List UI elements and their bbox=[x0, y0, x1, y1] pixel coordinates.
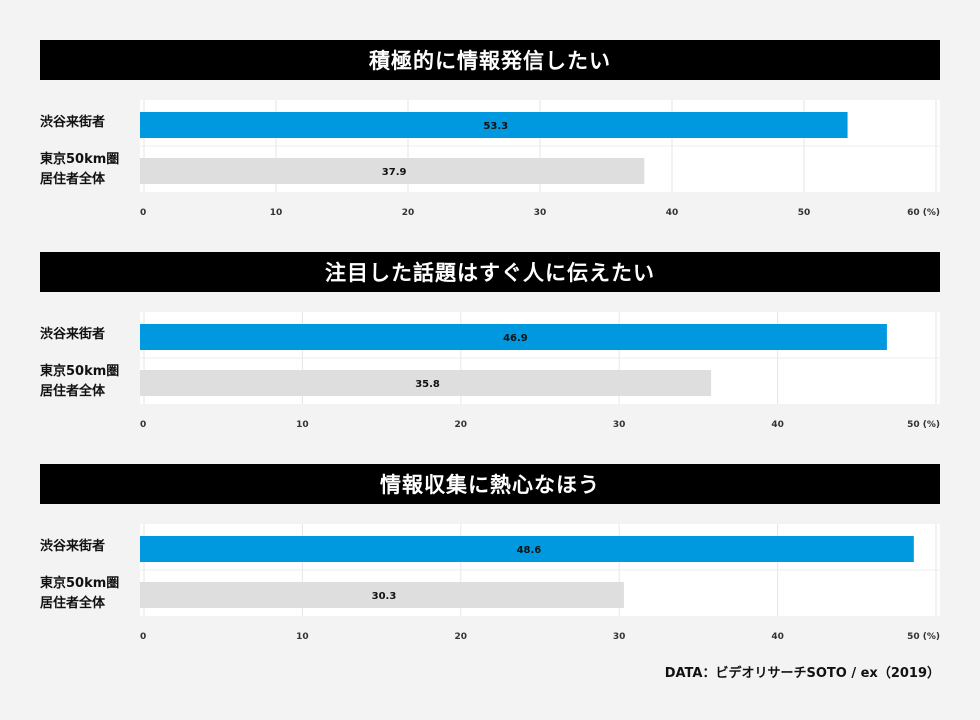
bar-value-label: 30.3 bbox=[372, 591, 397, 602]
row-label-shibuya: 渋谷来街者 bbox=[40, 539, 106, 554]
row-label-tokyo: 東京50km圏 居住者全体 bbox=[40, 364, 120, 399]
x-tick-label: 0 bbox=[140, 208, 146, 218]
bar-value-label: 37.9 bbox=[382, 167, 407, 178]
chart-panel-2: 注目した話題はすぐ人に伝えたい 渋谷来街者 東京50km圏 居住者全体 46.9… bbox=[40, 252, 940, 432]
bar-0 bbox=[140, 112, 848, 138]
bar-value-label: 48.6 bbox=[517, 545, 542, 556]
chart-panel-1: 積極的に情報発信したい 渋谷来街者 東京50km圏 居住者全体 53.3 37.9… bbox=[40, 40, 940, 220]
bar-0 bbox=[140, 536, 914, 562]
bar-value-label: 53.3 bbox=[483, 121, 508, 132]
bar-chart-2: 46.9 35.8 0 10 20 30 40 50 (%) bbox=[140, 312, 940, 430]
bar-chart-3: 48.6 30.3 0 10 20 30 40 50 (%) bbox=[140, 524, 940, 642]
bar-value-label: 46.9 bbox=[503, 333, 528, 344]
x-tick-label: 50 bbox=[798, 208, 811, 218]
x-tick-label: 60 (%) bbox=[907, 208, 940, 218]
x-tick-label: 40 bbox=[666, 208, 679, 218]
chart-title: 注目した話題はすぐ人に伝えたい bbox=[40, 252, 940, 292]
x-tick-label: 50 (%) bbox=[907, 632, 940, 642]
bar-chart-1: 53.3 37.9 0 10 20 30 40 50 60 (%) bbox=[140, 100, 940, 218]
chart-panel-3: 情報収集に熱心なほう 渋谷来街者 東京50km圏 居住者全体 48.6 30.3 0… bbox=[40, 464, 940, 644]
x-tick-label: 10 bbox=[296, 420, 309, 430]
x-tick-label: 10 bbox=[270, 208, 283, 218]
bar-1 bbox=[140, 158, 645, 184]
row-label-tokyo: 東京50km圏 居住者全体 bbox=[40, 576, 120, 611]
bar-1 bbox=[140, 370, 712, 396]
x-tick-label: 50 (%) bbox=[907, 420, 940, 430]
x-tick-label: 10 bbox=[296, 632, 309, 642]
row-label-shibuya: 渋谷来街者 bbox=[40, 327, 106, 342]
bar-0 bbox=[140, 324, 887, 350]
x-tick-label: 30 bbox=[613, 420, 626, 430]
chart-title: 積極的に情報発信したい bbox=[40, 40, 940, 80]
x-tick-label: 40 bbox=[771, 420, 784, 430]
x-tick-label: 40 bbox=[771, 632, 784, 642]
bar-1 bbox=[140, 582, 624, 608]
x-tick-label: 0 bbox=[140, 632, 146, 642]
x-tick-label: 20 bbox=[402, 208, 415, 218]
chart-title: 情報収集に熱心なほう bbox=[40, 464, 940, 504]
x-tick-label: 30 bbox=[534, 208, 547, 218]
data-source-note: DATA：ビデオリサーチSOTO / ex（2019） bbox=[664, 666, 940, 681]
row-label-shibuya: 渋谷来街者 bbox=[40, 115, 106, 130]
bar-value-label: 35.8 bbox=[415, 379, 440, 390]
x-tick-label: 0 bbox=[140, 420, 146, 430]
row-label-tokyo: 東京50km圏 居住者全体 bbox=[40, 152, 120, 187]
x-tick-label: 20 bbox=[455, 420, 468, 430]
x-tick-label: 30 bbox=[613, 632, 626, 642]
x-tick-label: 20 bbox=[455, 632, 468, 642]
